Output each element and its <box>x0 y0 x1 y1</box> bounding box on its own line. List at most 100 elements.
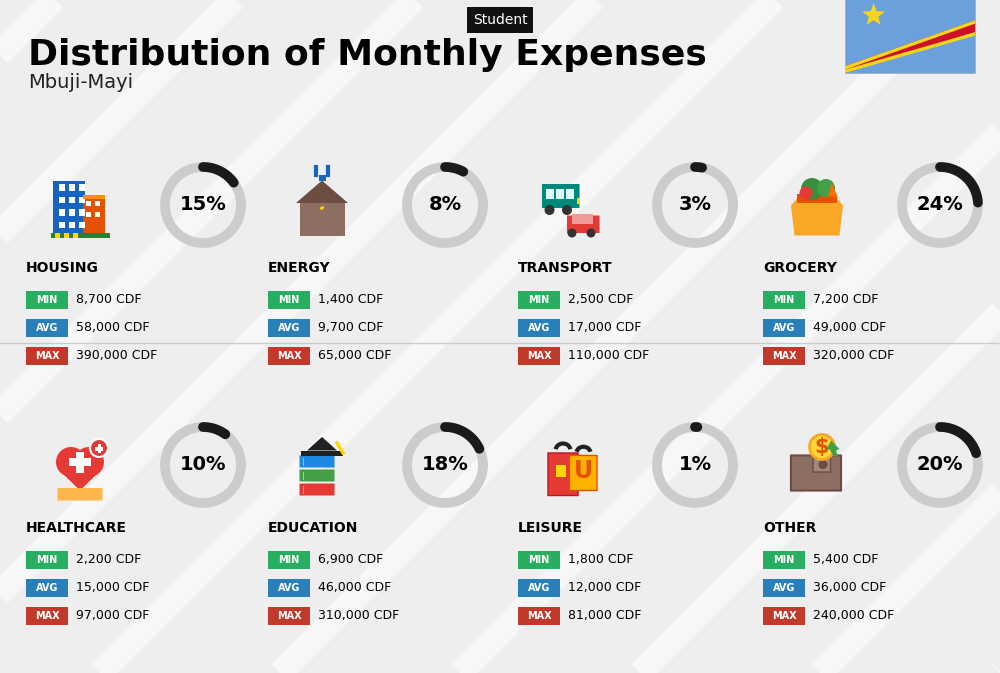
Text: MAX: MAX <box>772 611 796 621</box>
Text: AVG: AVG <box>528 323 550 333</box>
Text: 18%: 18% <box>422 456 468 474</box>
Text: MAX: MAX <box>772 351 796 361</box>
Polygon shape <box>318 195 326 221</box>
Text: 3%: 3% <box>678 195 712 215</box>
Text: Mbuji-Mayi: Mbuji-Mayi <box>28 73 133 92</box>
Bar <box>577 198 580 204</box>
FancyBboxPatch shape <box>797 194 837 203</box>
FancyBboxPatch shape <box>26 347 68 365</box>
Bar <box>86 212 90 217</box>
Text: OTHER: OTHER <box>763 521 816 535</box>
Bar <box>51 233 110 238</box>
Text: 8,700 CDF: 8,700 CDF <box>76 293 142 306</box>
FancyBboxPatch shape <box>26 607 68 625</box>
FancyBboxPatch shape <box>26 319 68 337</box>
Bar <box>59 197 64 203</box>
Text: 49,000 CDF: 49,000 CDF <box>813 322 886 334</box>
Polygon shape <box>791 195 843 236</box>
Text: MIN: MIN <box>278 295 300 305</box>
Bar <box>546 189 554 199</box>
Bar <box>69 221 74 228</box>
Text: EDUCATION: EDUCATION <box>268 521 358 535</box>
Bar <box>98 444 100 453</box>
Text: ENERGY: ENERGY <box>268 261 331 275</box>
FancyBboxPatch shape <box>268 291 310 309</box>
Bar <box>59 184 64 190</box>
Bar <box>79 197 84 203</box>
Text: AVG: AVG <box>278 583 300 593</box>
FancyBboxPatch shape <box>572 214 593 224</box>
Text: MIN: MIN <box>528 295 550 305</box>
Polygon shape <box>307 437 337 450</box>
Polygon shape <box>828 183 838 198</box>
Text: 8%: 8% <box>428 195 462 215</box>
Text: 17,000 CDF: 17,000 CDF <box>568 322 641 334</box>
Text: 7,200 CDF: 7,200 CDF <box>813 293 878 306</box>
Text: 320,000 CDF: 320,000 CDF <box>813 349 894 363</box>
FancyBboxPatch shape <box>26 551 68 569</box>
FancyBboxPatch shape <box>26 579 68 597</box>
Circle shape <box>90 439 108 457</box>
Bar <box>300 203 344 236</box>
Text: Distribution of Monthly Expenses: Distribution of Monthly Expenses <box>28 38 707 72</box>
Circle shape <box>817 179 835 197</box>
Text: MIN: MIN <box>773 555 795 565</box>
Text: 1,400 CDF: 1,400 CDF <box>318 293 383 306</box>
Bar <box>59 209 64 215</box>
Bar <box>95 446 103 450</box>
FancyBboxPatch shape <box>813 458 831 472</box>
Polygon shape <box>845 32 975 73</box>
Bar <box>303 485 304 493</box>
FancyBboxPatch shape <box>518 319 560 337</box>
Text: GROCERY: GROCERY <box>763 261 837 275</box>
Text: 15%: 15% <box>180 195 226 215</box>
Text: 110,000 CDF: 110,000 CDF <box>568 349 649 363</box>
Text: MAX: MAX <box>35 351 59 361</box>
Text: 1%: 1% <box>678 456 712 474</box>
Polygon shape <box>57 468 103 491</box>
Bar <box>82 195 105 199</box>
Text: 10%: 10% <box>180 456 226 474</box>
Text: 58,000 CDF: 58,000 CDF <box>76 322 150 334</box>
Text: MIN: MIN <box>773 295 795 305</box>
Text: 310,000 CDF: 310,000 CDF <box>318 610 399 623</box>
Text: 24%: 24% <box>917 195 963 215</box>
Polygon shape <box>845 20 975 69</box>
Bar <box>79 221 84 228</box>
FancyBboxPatch shape <box>569 456 597 491</box>
Bar <box>59 221 64 228</box>
Text: 240,000 CDF: 240,000 CDF <box>813 610 894 623</box>
Text: HOUSING: HOUSING <box>26 261 99 275</box>
Text: 12,000 CDF: 12,000 CDF <box>568 581 641 594</box>
Bar <box>303 472 304 479</box>
Circle shape <box>800 186 812 199</box>
Bar <box>556 464 566 477</box>
Bar <box>64 233 69 238</box>
Text: 46,000 CDF: 46,000 CDF <box>318 581 391 594</box>
FancyBboxPatch shape <box>268 319 310 337</box>
Text: 2,200 CDF: 2,200 CDF <box>76 553 141 567</box>
Bar <box>95 201 100 205</box>
FancyBboxPatch shape <box>268 607 310 625</box>
Bar <box>73 233 78 238</box>
Text: TRANSPORT: TRANSPORT <box>518 261 613 275</box>
Text: AVG: AVG <box>36 583 58 593</box>
FancyBboxPatch shape <box>518 551 560 569</box>
Text: AVG: AVG <box>278 323 300 333</box>
Bar <box>566 189 574 199</box>
Text: AVG: AVG <box>528 583 550 593</box>
Text: $: $ <box>815 437 829 457</box>
FancyBboxPatch shape <box>299 470 335 481</box>
Text: AVG: AVG <box>36 323 58 333</box>
FancyBboxPatch shape <box>518 607 560 625</box>
Text: 15,000 CDF: 15,000 CDF <box>76 581 149 594</box>
Text: Student: Student <box>473 13 527 27</box>
Bar <box>86 201 90 205</box>
Bar <box>82 198 105 236</box>
Polygon shape <box>845 20 975 73</box>
FancyBboxPatch shape <box>268 579 310 597</box>
Text: 1,800 CDF: 1,800 CDF <box>568 553 633 567</box>
Circle shape <box>818 460 828 469</box>
Polygon shape <box>862 3 885 25</box>
Circle shape <box>568 229 576 238</box>
